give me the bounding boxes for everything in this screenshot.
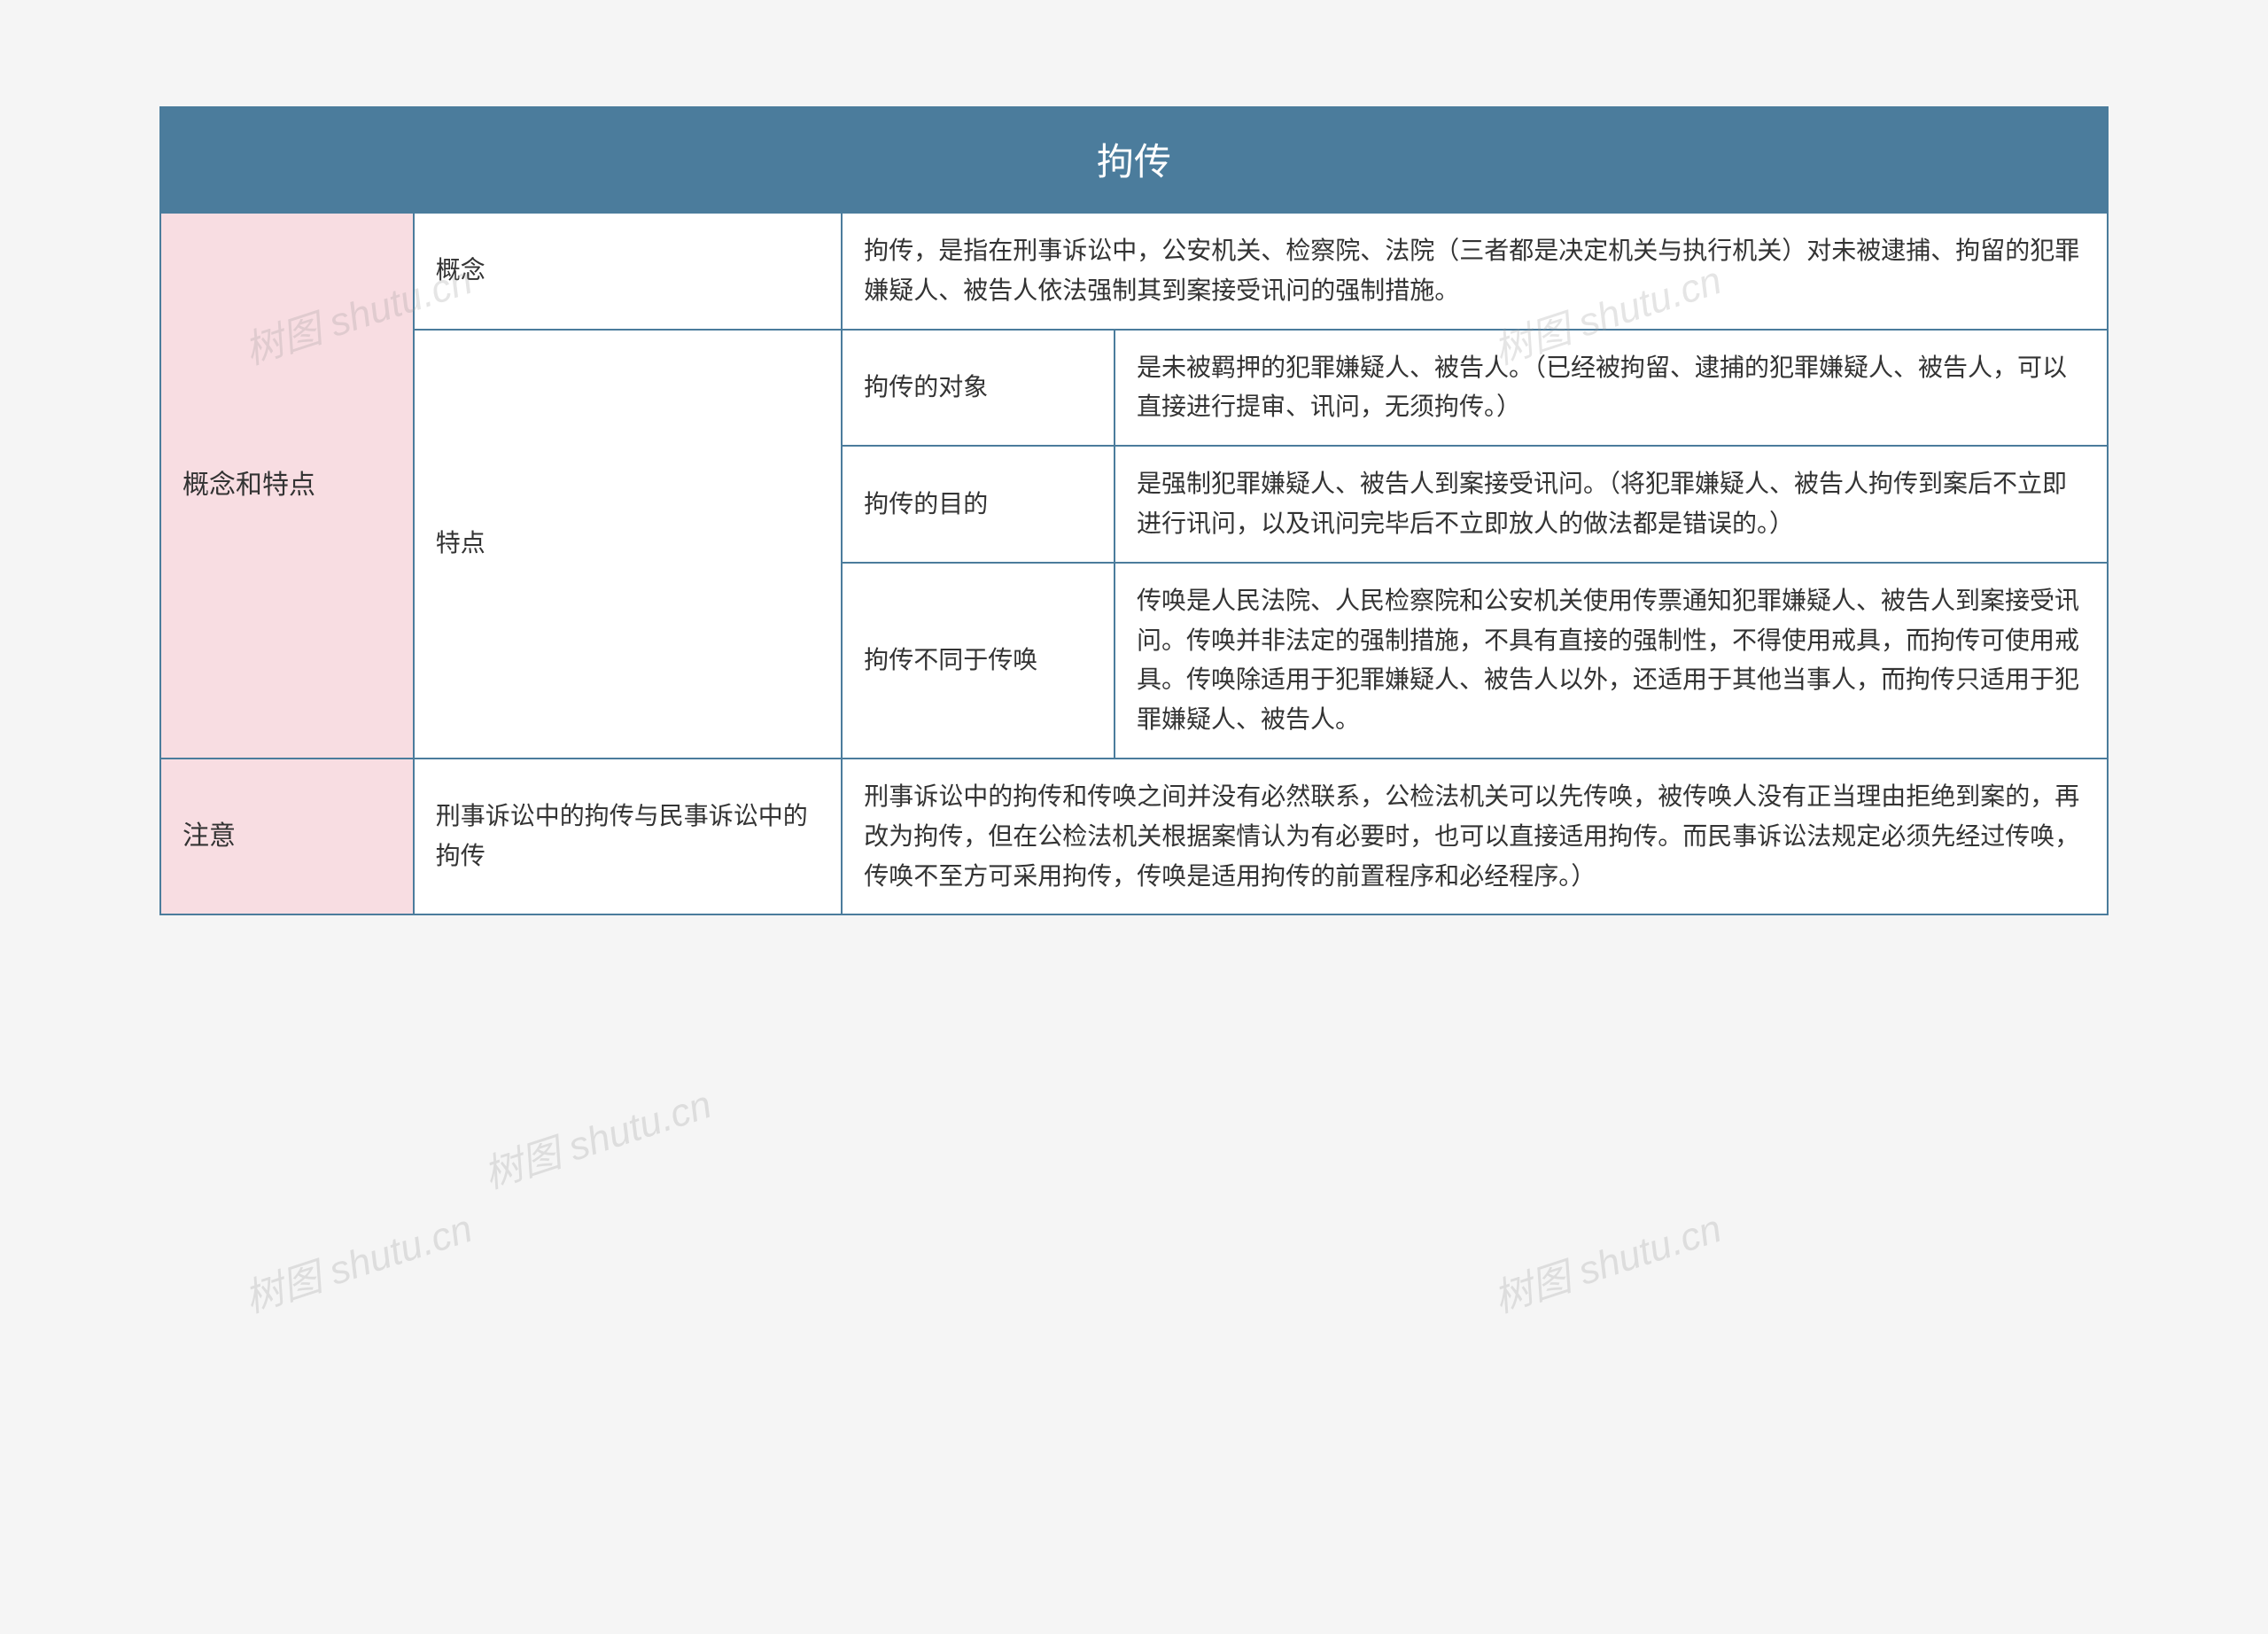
label-cell: 拘传的对象	[842, 330, 1115, 447]
watermark-text: 树图 shutu.cn	[237, 1196, 478, 1323]
table-row: 特点 拘传的对象 是未被羁押的犯罪嫌疑人、被告人。（已经被拘留、逮捕的犯罪嫌疑人…	[160, 330, 2108, 447]
content-cell: 传唤是人民法院、人民检察院和公安机关使用传票通知犯罪嫌疑人、被告人到案接受讯问。…	[1115, 563, 2108, 759]
watermark-text: 树图 shutu.cn	[476, 1072, 718, 1199]
table-container: 拘传 概念和特点 概念 拘传，是指在刑事诉讼中，公安机关、检察院、法院（三者都是…	[159, 106, 2109, 915]
category-cell: 概念和特点	[160, 213, 414, 759]
table-row: 概念和特点 概念 拘传，是指在刑事诉讼中，公安机关、检察院、法院（三者都是决定机…	[160, 213, 2108, 330]
subcategory-cell: 概念	[414, 213, 843, 330]
content-cell: 是未被羁押的犯罪嫌疑人、被告人。（已经被拘留、逮捕的犯罪嫌疑人、被告人，可以直接…	[1115, 330, 2108, 447]
watermark-text: 树图 shutu.cn	[1486, 1196, 1728, 1323]
subcategory-cell: 刑事诉讼中的拘传与民事诉讼中的拘传	[414, 759, 843, 914]
main-table: 概念和特点 概念 拘传，是指在刑事诉讼中，公安机关、检察院、法院（三者都是决定机…	[159, 212, 2109, 915]
table-row: 注意 刑事诉讼中的拘传与民事诉讼中的拘传 刑事诉讼中的拘传和传唤之间并没有必然联…	[160, 759, 2108, 914]
content-cell: 是强制犯罪嫌疑人、被告人到案接受讯问。（将犯罪嫌疑人、被告人拘传到案后不立即进行…	[1115, 446, 2108, 563]
content-cell: 拘传，是指在刑事诉讼中，公安机关、检察院、法院（三者都是决定机关与执行机关）对未…	[842, 213, 2108, 330]
table-title: 拘传	[159, 106, 2109, 212]
subcategory-cell: 特点	[414, 330, 843, 759]
category-cell: 注意	[160, 759, 414, 914]
content-cell: 刑事诉讼中的拘传和传唤之间并没有必然联系，公检法机关可以先传唤，被传唤人没有正当…	[842, 759, 2108, 914]
label-cell: 拘传的目的	[842, 446, 1115, 563]
label-cell: 拘传不同于传唤	[842, 563, 1115, 759]
